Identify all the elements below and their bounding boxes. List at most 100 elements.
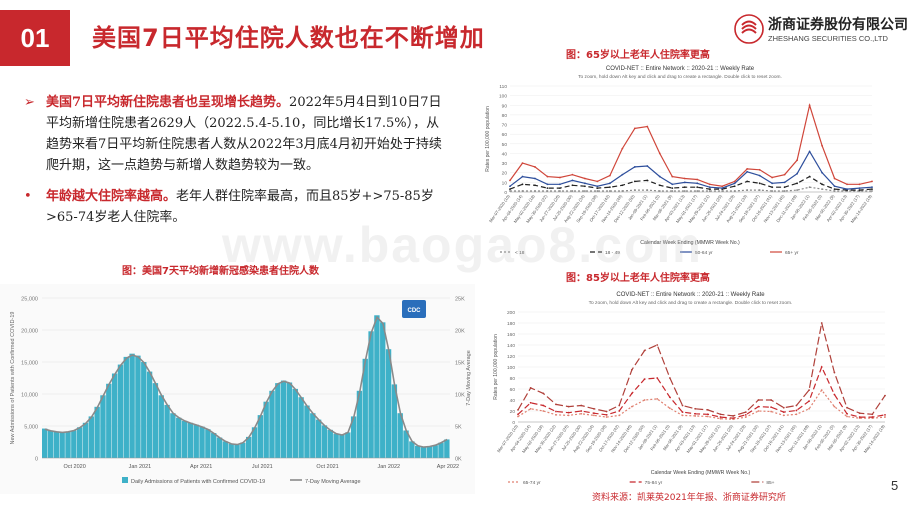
chart1-bar: [368, 331, 374, 458]
chart3-point: [833, 393, 836, 396]
chart2-point: [858, 187, 861, 190]
chart2-ytick: 10: [502, 180, 508, 186]
chart1-bar: [403, 430, 409, 458]
chart3-point: [757, 410, 760, 412]
chart2-point: [708, 183, 711, 186]
chart3-point: [858, 416, 861, 418]
chart2-point: [583, 185, 586, 188]
chart3-point: [605, 416, 608, 418]
chart3-point: [580, 412, 583, 415]
chart3-point: [618, 414, 621, 417]
chart3-point: [719, 417, 722, 420]
chart1-xtick: Jan 2021: [129, 464, 152, 470]
chart2-point: [771, 186, 774, 189]
chart3-ytick: 0: [512, 420, 515, 426]
chart2-point: [571, 190, 574, 192]
chart2-point: [783, 181, 786, 184]
chart3-point: [555, 413, 557, 416]
chart1-bar: [216, 437, 223, 458]
chart2-xlabel: Calendar Week Ending (MMWR Week No.): [640, 240, 740, 246]
chart1-bar: [304, 405, 310, 458]
company-logo: 浙商证券股份有限公司 ZHESHANG SECURITIES CO.,LTD: [734, 14, 912, 48]
chart3-point: [681, 414, 684, 417]
chart1-bar: [380, 322, 386, 458]
chart1-bar: [280, 380, 287, 458]
chart2-point: [796, 172, 799, 175]
chart3-point: [555, 410, 557, 413]
chart1-legend-swatch-bar: [122, 477, 128, 483]
chart2-point: [608, 174, 611, 177]
chart2-point: [771, 182, 774, 185]
chart3-point: [567, 414, 570, 417]
chart3-point: [593, 412, 595, 415]
bullet-text: 老年人群住院率最高，而且85岁+>75-85岁>65-74岁老人住院率。: [46, 189, 434, 225]
chart3-point: [555, 403, 557, 406]
chart1-bar: [263, 401, 269, 458]
chart2-point: [808, 150, 811, 153]
chart2-point: [571, 173, 574, 176]
chart1-bar: [321, 425, 328, 458]
chart1-xtick: Jul 2021: [252, 464, 273, 470]
chart1-bar: [42, 428, 48, 458]
chart1-bar: [106, 383, 112, 458]
chart3-point: [884, 416, 886, 418]
chart3-point: [694, 407, 697, 410]
chart2-point: [858, 183, 861, 186]
chart1-bar: [426, 446, 433, 458]
chart1-moving-average-line: [44, 315, 448, 448]
chart1-bar: [246, 436, 252, 458]
chart1-bar: [94, 406, 100, 458]
chart2-point: [821, 188, 823, 191]
chart2-legend-label: 65+ yr: [785, 250, 799, 256]
chart2-point: [858, 189, 861, 191]
chart1-bar: [444, 439, 450, 458]
chart3-point: [770, 399, 773, 401]
chart1-ytick-left: 20,000: [21, 329, 38, 335]
chart1-ytick-left: 10,000: [21, 393, 38, 399]
chart2-point: [534, 177, 536, 180]
chart1-bar: [111, 373, 118, 458]
chart2-legend-label: 50-64 yr: [695, 250, 713, 256]
chart2-point: [733, 185, 736, 188]
chart2-ytick: 30: [502, 161, 508, 167]
chart2-point: [796, 159, 799, 162]
chart3-point: [580, 404, 583, 407]
chart3-point: [833, 371, 836, 374]
chart2-point: [696, 186, 699, 189]
chart2-point: [758, 189, 761, 191]
chart3-point: [542, 410, 545, 412]
chart2-point: [608, 186, 611, 189]
chart1-bar: [146, 371, 153, 458]
chart3-point: [808, 400, 810, 402]
chart2-point: [671, 187, 674, 190]
chart2-point: [808, 104, 811, 107]
chart1-bar: [339, 434, 345, 458]
chart3-ytick: 120: [507, 354, 515, 360]
chart3-point: [529, 387, 532, 389]
chart3-legend-label: 75-84 yr: [645, 480, 663, 486]
chart3-point: [820, 389, 823, 391]
chart2-point: [621, 190, 624, 192]
chart2-point: [708, 188, 711, 191]
chart2-point: [509, 179, 511, 182]
chart2-point: [821, 183, 823, 186]
chart3-point: [782, 414, 785, 417]
chart1-bar: [420, 447, 427, 458]
chart1-legend-label: Daily Admissions of Patients with Confir…: [131, 479, 265, 485]
chart2-point: [583, 177, 586, 180]
chart3-point: [732, 417, 735, 420]
chart2-point: [833, 185, 836, 188]
chart1-bar: [187, 422, 194, 458]
chart2-point: [658, 184, 661, 187]
chart2-ytick: 0: [504, 190, 507, 196]
chart1-ytick-left: 5,000: [24, 425, 38, 431]
chart2-point: [559, 183, 561, 186]
bullet-item-trend: ➢ 美国7日平均新住院患者也呈现增长趋势。2022年5月4日到10日7日平均新增…: [22, 92, 452, 176]
chart3-point: [643, 349, 646, 352]
chart2-point: [683, 190, 686, 192]
chart2-point: [708, 190, 711, 192]
chart1-bar: [158, 395, 164, 458]
chart2-point: [534, 190, 536, 192]
chart1-bar: [88, 416, 94, 458]
chart2-point: [596, 190, 599, 192]
